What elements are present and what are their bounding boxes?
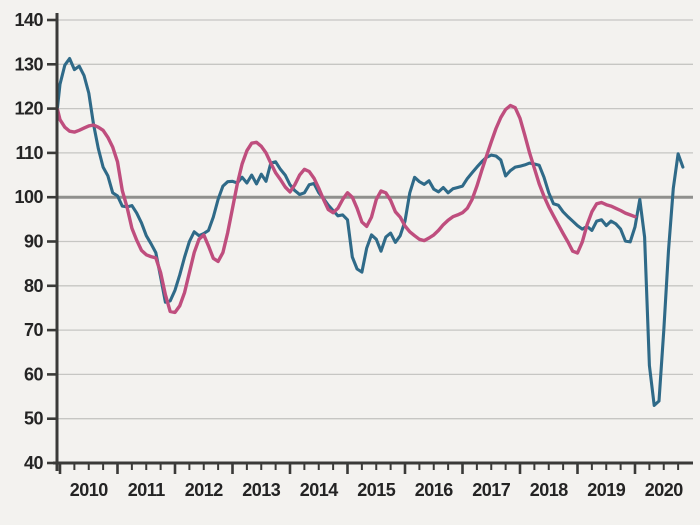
y-tick-label: 140	[14, 10, 43, 30]
x-tick-label: 2010	[70, 480, 109, 500]
x-tick-label: 2019	[587, 480, 626, 500]
x-tick-label: 2017	[472, 480, 511, 500]
x-tick-label: 2020	[645, 480, 684, 500]
y-tick-label: 50	[24, 409, 44, 429]
y-tick-label: 110	[15, 143, 43, 163]
y-tick-label: 80	[24, 276, 44, 296]
x-tick-label: 2018	[530, 480, 569, 500]
y-tick-label: 60	[24, 364, 44, 384]
y-tick-label: 130	[14, 54, 43, 74]
y-tick-label: 40	[24, 453, 44, 473]
y-tick-label: 100	[14, 187, 43, 207]
x-tick-label: 2014	[300, 480, 339, 500]
y-axis-ticks: 140 130 120 110 100 90 80 70 60 50 40	[14, 10, 57, 473]
x-tick-label: 2013	[242, 480, 281, 500]
x-tick-label: 2015	[357, 480, 396, 500]
y-tick-label: 120	[14, 99, 43, 119]
x-tick-label: 2012	[185, 480, 224, 500]
x-tick-label: 2016	[415, 480, 454, 500]
series-pink-line	[55, 103, 637, 315]
x-tick-label: 2011	[128, 480, 166, 500]
series-teal-line	[55, 56, 685, 407]
y-tick-label: 70	[24, 320, 44, 340]
x-axis-ticks: 2010 2011 2012 2013 2014 2015 2016 2017 2018 2019…	[58, 464, 684, 500]
y-tick-label: 90	[24, 232, 44, 252]
